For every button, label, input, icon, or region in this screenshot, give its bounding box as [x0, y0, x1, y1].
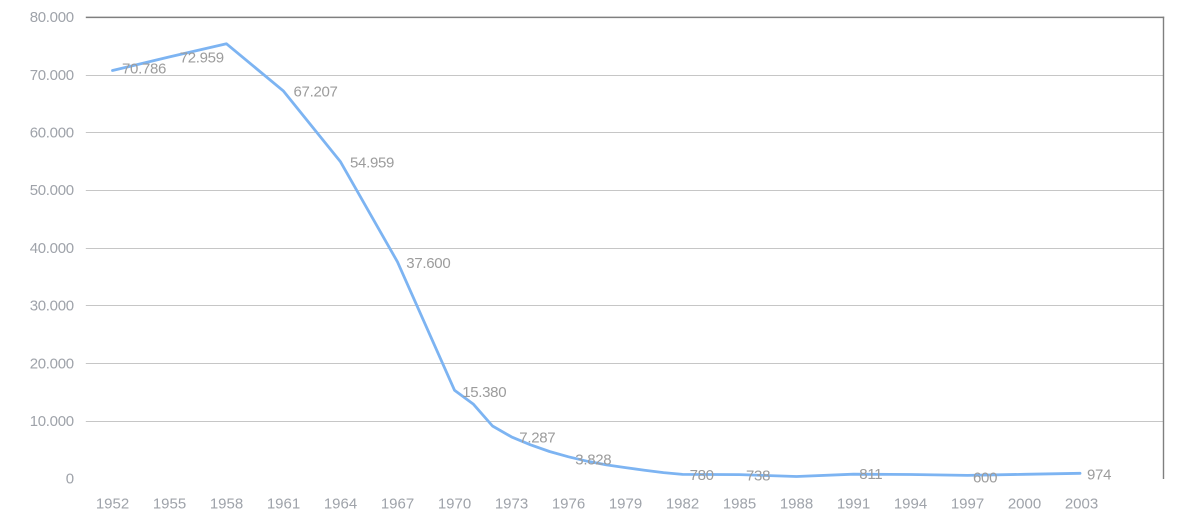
- svg-text:37.600: 37.600: [406, 255, 450, 272]
- svg-text:1994: 1994: [894, 495, 927, 512]
- svg-text:1955: 1955: [153, 495, 186, 512]
- svg-text:738: 738: [746, 467, 770, 484]
- svg-text:1988: 1988: [780, 495, 813, 512]
- svg-text:7.287: 7.287: [519, 430, 555, 447]
- svg-text:1964: 1964: [324, 495, 357, 512]
- svg-text:40.000: 40.000: [30, 240, 74, 257]
- svg-text:3.828: 3.828: [575, 451, 611, 468]
- svg-text:2000: 2000: [1008, 495, 1041, 512]
- svg-text:600: 600: [973, 470, 997, 487]
- svg-text:67.207: 67.207: [294, 83, 338, 100]
- svg-text:54.959: 54.959: [350, 154, 394, 171]
- svg-text:80.000: 80.000: [30, 9, 74, 26]
- svg-text:70.786: 70.786: [122, 61, 166, 78]
- svg-text:1976: 1976: [552, 495, 585, 512]
- svg-text:30.000: 30.000: [30, 298, 74, 315]
- svg-text:1967: 1967: [381, 495, 414, 512]
- svg-text:1952: 1952: [96, 495, 129, 512]
- svg-text:1997: 1997: [951, 495, 984, 512]
- svg-text:1991: 1991: [837, 495, 870, 512]
- svg-text:1970: 1970: [438, 495, 471, 512]
- svg-text:811: 811: [859, 466, 882, 483]
- svg-text:1961: 1961: [267, 495, 300, 512]
- svg-text:10.000: 10.000: [30, 413, 74, 430]
- svg-text:1958: 1958: [210, 495, 243, 512]
- svg-text:70.000: 70.000: [30, 67, 74, 84]
- svg-text:60.000: 60.000: [30, 125, 74, 142]
- svg-text:1979: 1979: [609, 495, 642, 512]
- svg-text:20.000: 20.000: [30, 355, 74, 372]
- svg-text:15.380: 15.380: [462, 384, 506, 401]
- svg-text:50.000: 50.000: [30, 182, 74, 199]
- svg-text:1973: 1973: [495, 495, 528, 512]
- svg-text:974: 974: [1087, 466, 1111, 483]
- svg-text:1982: 1982: [666, 495, 699, 512]
- svg-text:1985: 1985: [723, 495, 756, 512]
- svg-text:0: 0: [66, 471, 74, 488]
- svg-text:2003: 2003: [1065, 495, 1098, 512]
- svg-text:72.959: 72.959: [180, 50, 224, 67]
- svg-text:780: 780: [690, 467, 714, 484]
